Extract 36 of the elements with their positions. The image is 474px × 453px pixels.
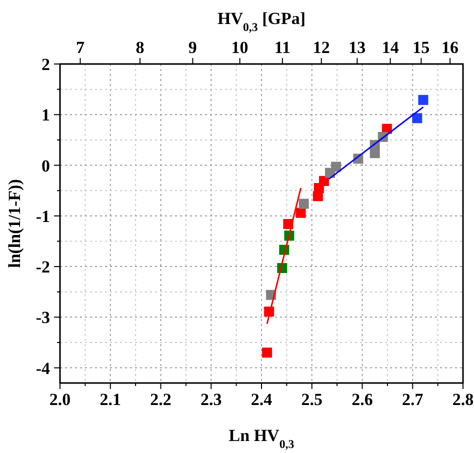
- y-tick-label: 0: [42, 156, 50, 176]
- x2-tick-label: 8: [136, 38, 144, 57]
- point: [298, 198, 309, 209]
- point: [296, 208, 306, 218]
- x2-tick-label: 16: [442, 38, 459, 57]
- x2-tick-label: 13: [348, 38, 366, 57]
- point: [318, 176, 329, 186]
- y-tick-label: -2: [36, 258, 50, 277]
- x-tick-label: 2.1: [100, 390, 121, 409]
- y-tick-label: 1: [42, 106, 50, 125]
- x2-axis-title: HV$_{0,3}$ [GPa]: [217, 9, 306, 34]
- point: [418, 94, 428, 105]
- x-tick-label: 2.8: [452, 390, 474, 409]
- x2-tick-label: 15: [412, 38, 430, 57]
- y-tick-label: 2: [42, 55, 50, 74]
- y-tick-label: -4: [36, 358, 50, 378]
- x-tick-label: 2.6: [352, 390, 373, 409]
- point: [262, 348, 272, 358]
- x2-tick-label: 7: [76, 38, 86, 57]
- y-axis-title: ln(ln(1/1-F)): [5, 179, 24, 268]
- x-tick-label: 2.7: [402, 390, 424, 409]
- x2-tick-label: 9: [188, 38, 197, 57]
- x2-tick-label: 12: [312, 38, 330, 57]
- x2-tick-label: 10: [231, 38, 248, 57]
- x2-tick-label: 14: [382, 38, 400, 57]
- x-tick-label: 2.3: [200, 390, 222, 409]
- x2-tick-label: 11: [274, 38, 290, 57]
- x-tick-label: 2.2: [150, 390, 172, 409]
- y-tick-label: -3: [36, 308, 50, 328]
- point: [331, 162, 342, 172]
- y-tick-label: -1: [36, 206, 50, 226]
- point: [412, 113, 422, 124]
- x-tick-label: 2.5: [301, 390, 322, 409]
- x-tick-label: 2.0: [49, 390, 71, 409]
- x-axis-title: Ln HV$_{0,3}$: [228, 426, 294, 451]
- x-tick-label: 2.4: [250, 390, 273, 409]
